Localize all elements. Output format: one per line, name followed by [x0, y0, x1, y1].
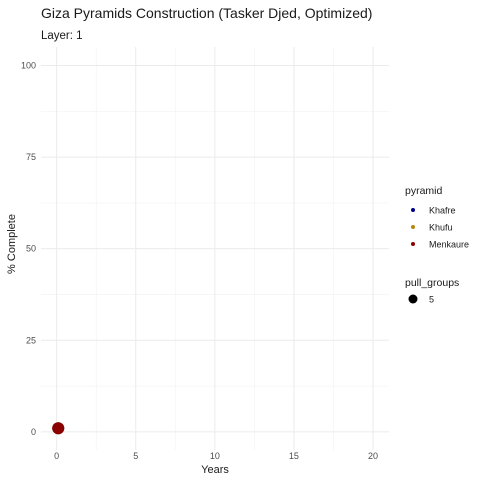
legend-size-key	[408, 294, 418, 304]
legend-label-menkaure: Menkaure	[429, 240, 469, 250]
y-axis-title: % Complete	[6, 214, 18, 274]
legend-key-menkaure	[411, 242, 415, 246]
legend-key-khafre	[411, 208, 415, 212]
x-axis-title: Years	[201, 464, 229, 476]
legend-label-khafre: Khafre	[429, 206, 456, 216]
chart-title: Giza Pyramids Construction (Tasker Djed,…	[41, 5, 372, 21]
legend-color-entries: Khafre Khufu Menkaure	[411, 206, 469, 250]
x-tick-label: 20	[368, 451, 378, 461]
legend-size-entries: 5	[408, 294, 434, 305]
data-point-menkaure	[52, 422, 65, 435]
legend-key-khufu	[411, 225, 415, 229]
plot-area: 0 5 10 15 20 0 25 50 75 100	[21, 47, 389, 461]
x-tick-label: 15	[289, 451, 299, 461]
y-tick-label: 75	[26, 152, 36, 162]
chart-subtitle: Layer: 1	[41, 30, 83, 42]
y-tick-label: 50	[26, 244, 36, 254]
y-tick-label: 100	[21, 61, 36, 71]
data-points	[52, 422, 65, 435]
legend-color-title: pyramid	[405, 185, 443, 197]
legend-label-khufu: Khufu	[429, 223, 453, 233]
legend-size-title: pull_groups	[405, 277, 459, 289]
x-tick-label: 10	[210, 451, 220, 461]
legend-size-label: 5	[429, 295, 434, 305]
y-tick-label: 25	[26, 335, 36, 345]
x-tick-label: 5	[133, 451, 138, 461]
y-axis-ticks: 0 25 50 75 100	[21, 61, 36, 437]
grid	[41, 47, 389, 450]
x-tick-label: 0	[54, 451, 59, 461]
x-axis-ticks: 0 5 10 15 20	[54, 451, 378, 461]
y-tick-label: 0	[31, 427, 36, 437]
